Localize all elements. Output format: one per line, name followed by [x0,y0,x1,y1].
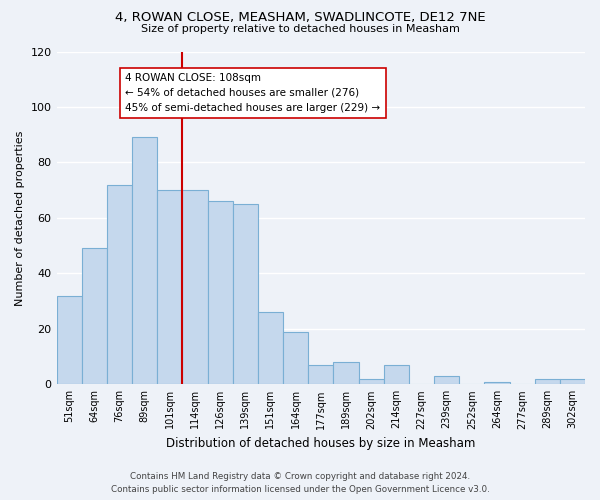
Bar [208,202,233,384]
Text: Contains HM Land Registry data © Crown copyright and database right 2024.
Contai: Contains HM Land Registry data © Crown c… [110,472,490,494]
Bar [434,376,459,384]
Bar [334,362,359,384]
Bar [258,312,283,384]
Text: 4, ROWAN CLOSE, MEASHAM, SWADLINCOTE, DE12 7NE: 4, ROWAN CLOSE, MEASHAM, SWADLINCOTE, DE… [115,12,485,24]
Bar [535,379,560,384]
Bar [82,248,107,384]
X-axis label: Distribution of detached houses by size in Measham: Distribution of detached houses by size … [166,437,475,450]
Bar [182,190,208,384]
Bar [132,138,157,384]
Bar [383,365,409,384]
Bar [107,184,132,384]
Bar [233,204,258,384]
Bar [560,379,585,384]
Text: 4 ROWAN CLOSE: 108sqm
← 54% of detached houses are smaller (276)
45% of semi-det: 4 ROWAN CLOSE: 108sqm ← 54% of detached … [125,73,380,112]
Bar [359,379,383,384]
Y-axis label: Number of detached properties: Number of detached properties [15,130,25,306]
Bar [484,382,509,384]
Bar [308,365,334,384]
Text: Size of property relative to detached houses in Measham: Size of property relative to detached ho… [140,24,460,34]
Bar [157,190,182,384]
Bar [56,296,82,384]
Bar [283,332,308,384]
